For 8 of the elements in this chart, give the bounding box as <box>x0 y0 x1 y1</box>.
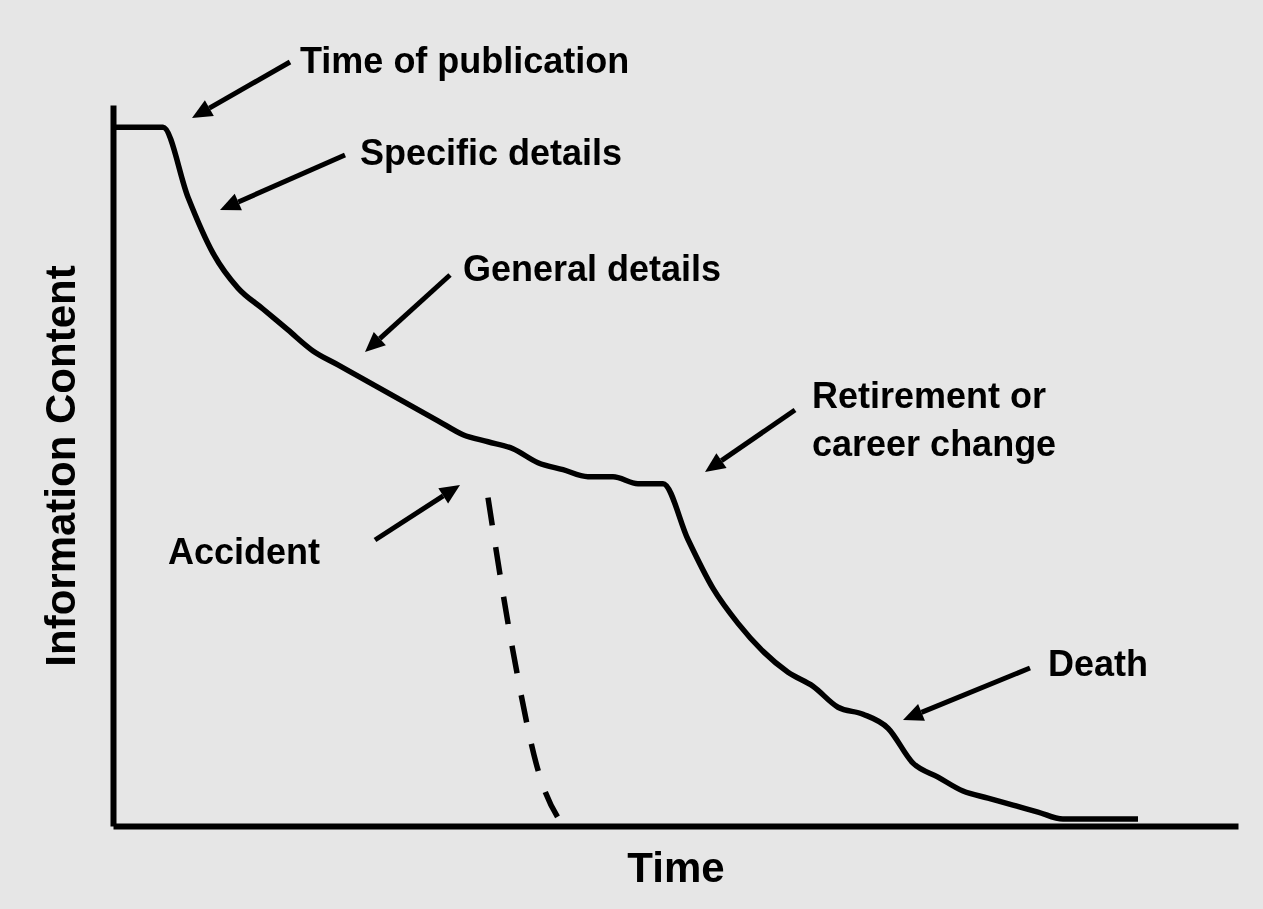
text: Time of publication <box>300 40 630 81</box>
annotation: Death <box>1048 643 1149 684</box>
annotation: General details <box>463 248 722 289</box>
y-axis-title: Information Content <box>36 265 84 667</box>
annotation: Retirement or career change <box>812 375 1057 464</box>
x-axis-title: Time <box>627 843 725 891</box>
annotation: Specific details <box>360 132 623 173</box>
annotation: Accident <box>168 531 321 572</box>
